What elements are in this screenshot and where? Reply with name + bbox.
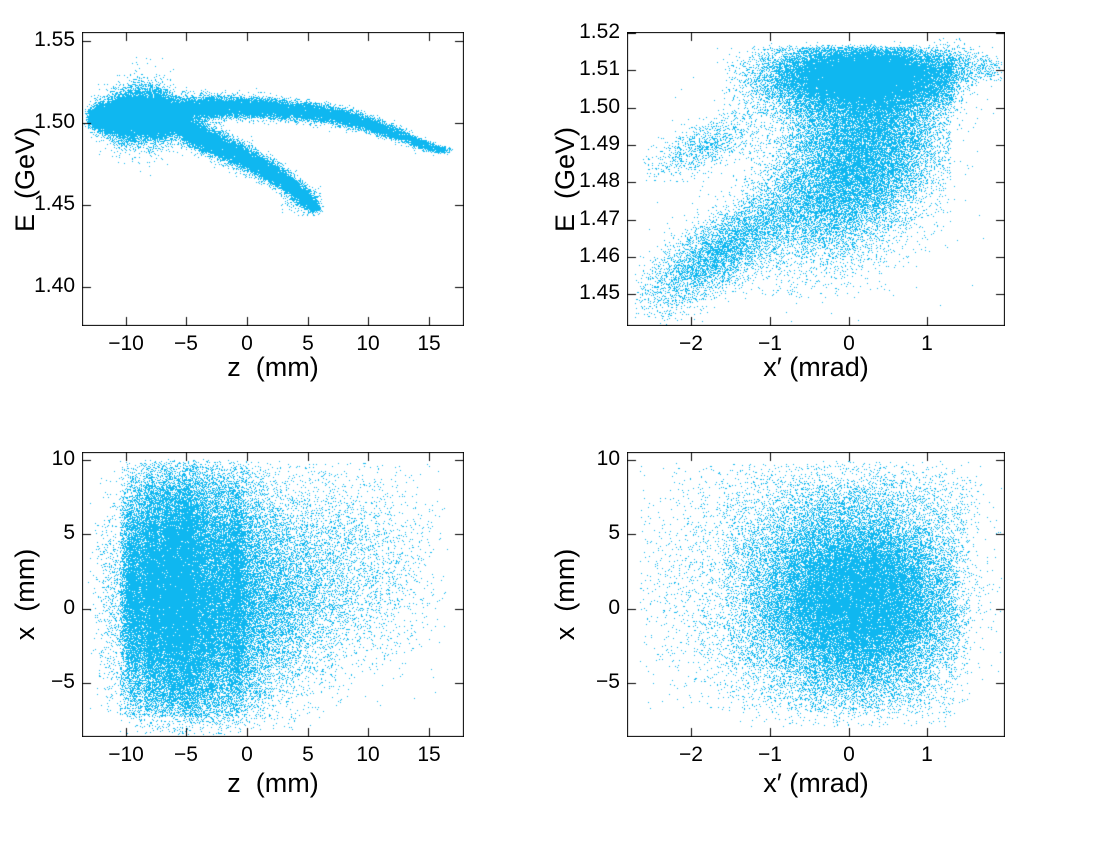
- plot1-ytick-label: 1.51: [579, 57, 620, 80]
- plot2-ytick-label: −5: [51, 670, 75, 693]
- plot2-ylabel-wrap: x (mm): [5, 452, 47, 737]
- plot0-xtick-label: 0: [241, 332, 253, 355]
- plot1-ytick-label: 1.46: [579, 244, 620, 267]
- plot3-ylabel-wrap: x (mm): [545, 452, 587, 737]
- plot2-ytick-label: 10: [51, 447, 75, 470]
- plot3-ytick-label: 0: [608, 596, 620, 619]
- plot1-ytick-label: 1.47: [579, 207, 620, 230]
- plot0-ytick-label: 1.55: [34, 28, 75, 51]
- plot3-xtick-label: 0: [843, 743, 855, 766]
- plot0-xtick-label: 5: [302, 332, 314, 355]
- plot3-xlabel: x′ (mrad): [763, 768, 869, 798]
- plot0-ytick-label: 1.40: [34, 274, 75, 297]
- plot1-xlabel: x′ (mrad): [763, 352, 869, 382]
- plot0-xlabel: z (mm): [227, 352, 319, 382]
- plot1-ytick-label: 1.50: [579, 95, 620, 118]
- plot3-ylabel: x (mm): [550, 548, 581, 641]
- plot2-ytick-label: 5: [63, 521, 75, 544]
- plot2-xlabel: z (mm): [227, 768, 319, 798]
- plot1-xtick-label: 0: [843, 332, 855, 355]
- plot3-canvas: [627, 452, 1005, 737]
- plot2-ylabel: x (mm): [10, 548, 41, 641]
- plot2-canvas: [82, 452, 464, 737]
- plot1-xtick-label: −1: [758, 332, 782, 355]
- plot0-xtick-label: 15: [417, 332, 441, 355]
- plot2-xtick-label: 10: [356, 743, 380, 766]
- plot0-xtick-label: −5: [174, 332, 198, 355]
- plot1-ytick-label: 1.52: [579, 20, 620, 43]
- plot2-xtick-label: 15: [417, 743, 441, 766]
- plot1-ytick-label: 1.45: [579, 281, 620, 304]
- plot3-xtick-label: 1: [921, 743, 933, 766]
- plot0-xtick-label: −10: [108, 332, 144, 355]
- plot3-ytick-label: −5: [596, 670, 620, 693]
- plot0-ytick-label: 1.50: [34, 110, 75, 133]
- plot2-xtick-label: −5: [174, 743, 198, 766]
- plot2-xtick-label: 0: [241, 743, 253, 766]
- plot3-ytick-label: 10: [596, 447, 620, 470]
- plot1-ytick-label: 1.48: [579, 169, 620, 192]
- plot3-xtick-label: −2: [679, 743, 703, 766]
- plot2-ytick-label: 0: [63, 596, 75, 619]
- plot1-ytick-label: 1.49: [579, 132, 620, 155]
- plot3-ytick-label: 5: [608, 521, 620, 544]
- plot0-ytick-label: 1.45: [34, 192, 75, 215]
- plot0-canvas: [82, 32, 464, 326]
- plot2-xtick-label: 5: [302, 743, 314, 766]
- plot1-xtick-label: 1: [921, 332, 933, 355]
- plot3-xtick-label: −1: [758, 743, 782, 766]
- plot1-canvas: [627, 32, 1005, 326]
- plot0-xtick-label: 10: [356, 332, 380, 355]
- plot1-xtick-label: −2: [679, 332, 703, 355]
- plot2-xtick-label: −10: [108, 743, 144, 766]
